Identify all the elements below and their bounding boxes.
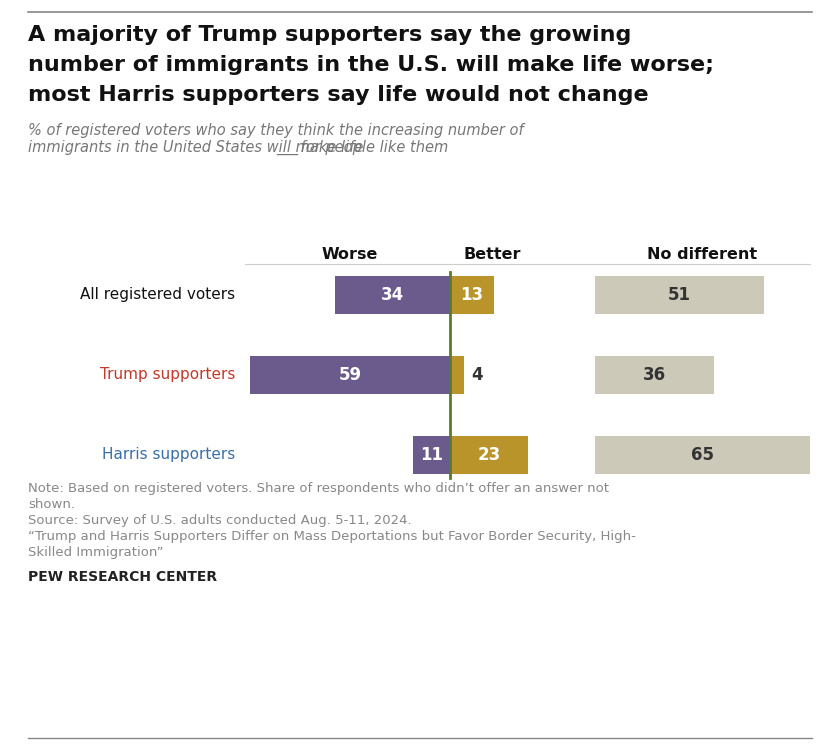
Text: 13: 13 [460,286,484,304]
Bar [450,356,464,394]
Text: 23: 23 [477,446,501,464]
Text: for people like them: for people like them [296,140,449,155]
Bar [335,276,450,314]
Bar [595,276,764,314]
Text: 59: 59 [339,366,361,384]
Bar [595,436,810,474]
Text: % of registered voters who say they think the increasing number of: % of registered voters who say they thin… [28,123,523,138]
Text: Source: Survey of U.S. adults conducted Aug. 5-11, 2024.: Source: Survey of U.S. adults conducted … [28,514,412,527]
Text: 34: 34 [381,286,404,304]
Text: Better: Better [464,247,521,262]
Text: 36: 36 [643,366,666,384]
Text: “Trump and Harris Supporters Differ on Mass Deportations but Favor Border Securi: “Trump and Harris Supporters Differ on M… [28,530,636,543]
Text: number of immigrants in the U.S. will make life worse;: number of immigrants in the U.S. will ma… [28,55,714,75]
Text: Note: Based on registered voters. Share of respondents who didn’t offer an answe: Note: Based on registered voters. Share … [28,482,609,495]
Text: All registered voters: All registered voters [80,287,235,302]
Text: most Harris supporters say life would not change: most Harris supporters say life would no… [28,85,648,105]
Text: 4: 4 [471,366,483,384]
Bar [595,356,714,394]
Text: Harris supporters: Harris supporters [102,448,235,463]
Text: 11: 11 [420,446,443,464]
Text: A majority of Trump supporters say the growing: A majority of Trump supporters say the g… [28,25,632,45]
Text: Trump supporters: Trump supporters [100,368,235,382]
Bar [450,276,494,314]
Bar [412,436,450,474]
Bar [450,436,528,474]
Text: shown.: shown. [28,498,75,511]
Text: Skilled Immigration”: Skilled Immigration” [28,546,164,559]
Text: immigrants in the United States will make life: immigrants in the United States will mak… [28,140,368,155]
Text: Worse: Worse [322,247,378,262]
Text: PEW RESEARCH CENTER: PEW RESEARCH CENTER [28,570,217,584]
Bar [250,356,450,394]
Text: No different: No different [648,247,758,262]
Text: 65: 65 [691,446,714,464]
Text: 51: 51 [668,286,690,304]
Text: ___: ___ [276,140,298,155]
